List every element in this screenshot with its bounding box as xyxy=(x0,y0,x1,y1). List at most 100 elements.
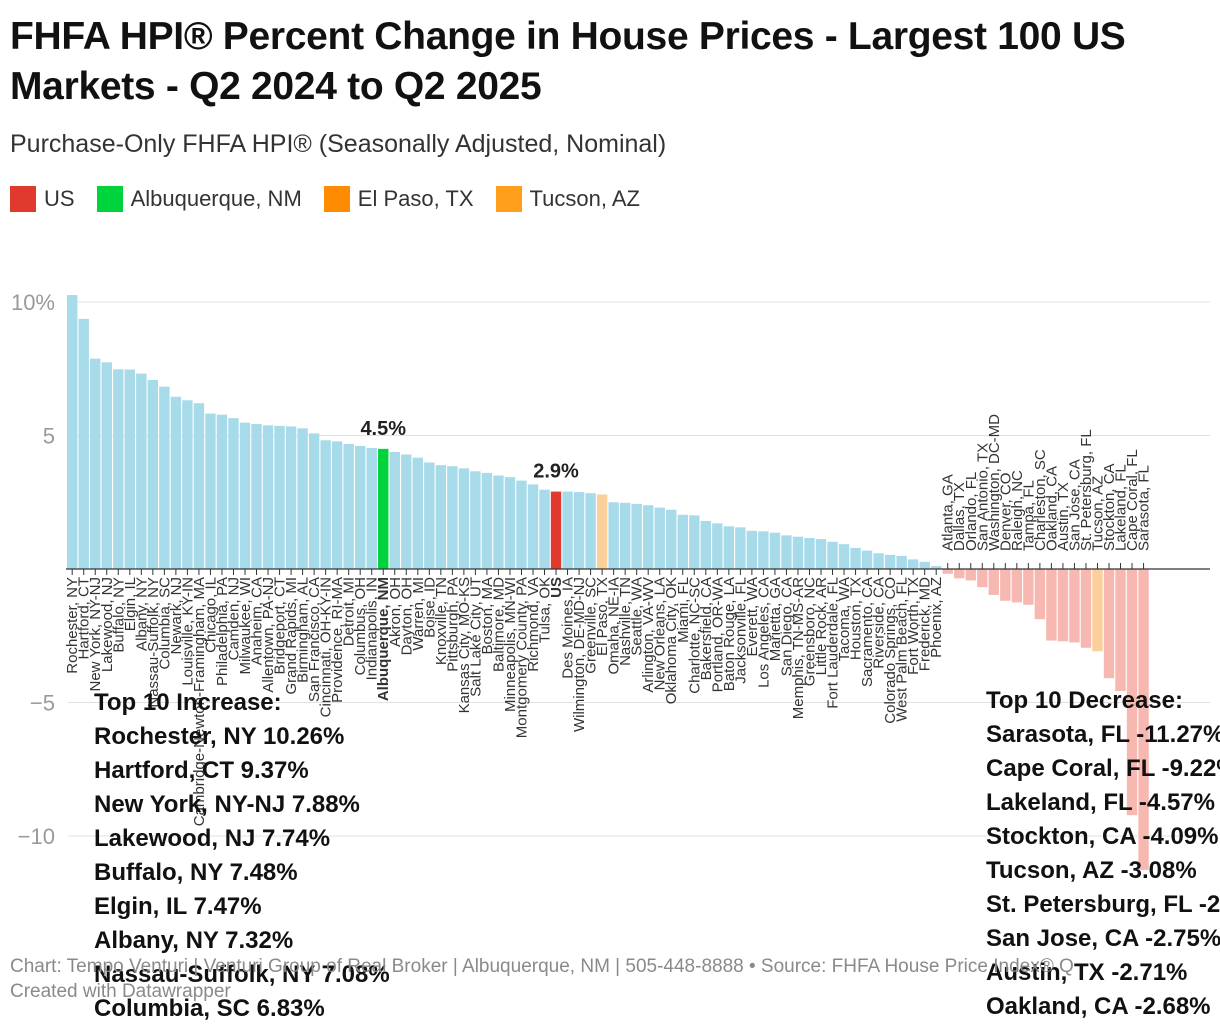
x-tick-label: Newark, NJ xyxy=(168,577,185,655)
bar xyxy=(758,531,769,569)
footer-source: Chart: Tempo Venturi | Venturi Group of … xyxy=(10,956,1074,977)
bar xyxy=(516,480,527,569)
bar xyxy=(320,440,331,569)
bar xyxy=(447,466,458,569)
bar xyxy=(596,494,608,569)
bar xyxy=(239,422,251,569)
top-decrease-item: Stockton, CA -4.09% xyxy=(986,823,1219,850)
x-tick-label: Portland, OR-WA xyxy=(709,577,726,692)
bar xyxy=(585,493,596,569)
x-tick-label: Frederick, MD xyxy=(917,577,934,671)
x-tick-label: Everett, WA xyxy=(744,577,761,656)
x-tick-label: Tacoma, WA xyxy=(836,577,853,661)
bar xyxy=(412,457,423,569)
bar xyxy=(389,452,400,569)
bar xyxy=(1126,569,1138,816)
x-tick-label: Chicago, IL xyxy=(202,577,219,653)
bar xyxy=(666,509,677,569)
x-tick-label: Detroit, MI xyxy=(341,577,358,646)
x-tick-label: Kansas City, MO-KS xyxy=(456,577,473,713)
x-tick-label: Anaheim, CA xyxy=(249,577,266,665)
x-tick-label: Sarasota, FL xyxy=(1136,465,1153,551)
x-tick-label: Oklahoma City, OK xyxy=(663,577,680,704)
x-tick-label: El Paso, TX xyxy=(594,577,611,656)
legend-label-el-paso: El Paso, TX xyxy=(357,186,474,211)
bar xyxy=(631,503,642,569)
bar xyxy=(493,475,504,569)
chart-title: FHFA HPI® Percent Change in House Prices… xyxy=(10,15,1126,108)
x-tick-label: Camden, NJ xyxy=(225,577,242,660)
x-tick-label: San Diego, CA xyxy=(778,577,795,676)
x-tick-label: Cincinnati, OH-KY-IN xyxy=(318,577,335,717)
bar xyxy=(136,373,147,569)
top-decrease-item: St. Petersburg, FL -2.95% xyxy=(986,891,1220,918)
bar xyxy=(1000,569,1011,601)
bar xyxy=(827,541,838,569)
x-tick-label: Greenville, SC xyxy=(583,577,600,674)
x-tick-label: Baltimore, MD xyxy=(490,577,507,672)
x-tick-label: Richmond, VA xyxy=(525,577,542,672)
bar xyxy=(919,561,930,569)
x-tick-label: Charleston, SC xyxy=(1032,449,1049,551)
x-tick-label: San Antonio, TX xyxy=(974,443,991,551)
x-tick-label: Charlotte, NC-SC xyxy=(686,577,703,694)
bar xyxy=(182,400,193,569)
x-tick-label: Austin, TX xyxy=(1055,482,1072,551)
x-tick-label: Los Angeles, CA xyxy=(755,577,772,688)
x-tick-label: Pittsburgh, PA xyxy=(444,577,461,672)
x-tick-label: New York, NY-NJ xyxy=(87,577,104,692)
x-tick-label: Atlanta, GA xyxy=(940,474,957,551)
legend-swatch-el-paso xyxy=(323,186,350,212)
bar xyxy=(608,502,619,569)
bar xyxy=(297,428,308,569)
x-tick-label: Nassau-Suffolk, NY xyxy=(145,577,162,708)
x-tick-label: Houston, TX xyxy=(848,577,865,660)
bar xyxy=(470,471,481,569)
bar xyxy=(1138,569,1149,870)
bar xyxy=(401,454,412,569)
bar xyxy=(573,492,585,569)
x-tick-label: Bakersfield, CA xyxy=(698,577,715,680)
top-increase-item: Rochester, NY 10.26% xyxy=(94,723,345,750)
x-tick-label: Elgin, IL xyxy=(122,577,139,631)
x-tick-label: Denver, CO xyxy=(997,473,1014,551)
x-tick-label: Philadelphia, PA xyxy=(214,577,231,686)
bar xyxy=(815,539,827,569)
bar xyxy=(274,425,285,569)
x-tick-label: Lakewood, NJ xyxy=(99,577,116,672)
bar xyxy=(643,505,654,569)
bar xyxy=(942,569,953,574)
bar xyxy=(792,536,804,569)
x-tick-label: Memphis, TN-MS-AR xyxy=(790,577,807,719)
x-tick-label: Baton Rouge, LA xyxy=(721,577,738,691)
x-tick-label: Birmingham, AL xyxy=(295,577,312,683)
data-label: 4.5% xyxy=(360,418,406,440)
bar xyxy=(216,414,228,569)
x-tick-label: Marietta, GA xyxy=(767,577,784,661)
legend-item-el-paso: El Paso, TX xyxy=(323,186,474,212)
x-tick-label: Colorado Springs, CO xyxy=(882,577,899,724)
x-tick-label: Boise, ID xyxy=(421,577,438,638)
bar xyxy=(343,444,354,569)
bar xyxy=(124,369,135,569)
bar xyxy=(977,569,988,588)
bar xyxy=(838,544,850,569)
legend-label-albuquerque: Albuquerque, NM xyxy=(130,186,302,211)
x-tick-label: New Orleans, LA xyxy=(652,577,669,690)
x-tick-label: Columbia, SC xyxy=(156,577,173,670)
bar xyxy=(308,433,320,569)
top-increase-item: Nassau-Suffolk, NY 7.08% xyxy=(94,961,390,988)
x-tick-label: Salt Lake City, UT xyxy=(467,577,484,697)
bar xyxy=(735,527,746,569)
bar xyxy=(884,554,896,569)
bar xyxy=(562,491,573,569)
x-tick-label: Grand Rapids, MI xyxy=(283,577,300,695)
top-decrease-item: San Jose, CA -2.75% xyxy=(986,925,1220,952)
legend-swatch-us xyxy=(10,186,36,212)
x-tick-label: Buffalo, NY xyxy=(110,577,127,653)
bar xyxy=(228,418,239,569)
bar xyxy=(424,462,435,569)
y-tick-label: 5 xyxy=(43,424,55,449)
x-tick-label: Greensboro, NC xyxy=(801,577,818,686)
bar xyxy=(1115,569,1126,692)
